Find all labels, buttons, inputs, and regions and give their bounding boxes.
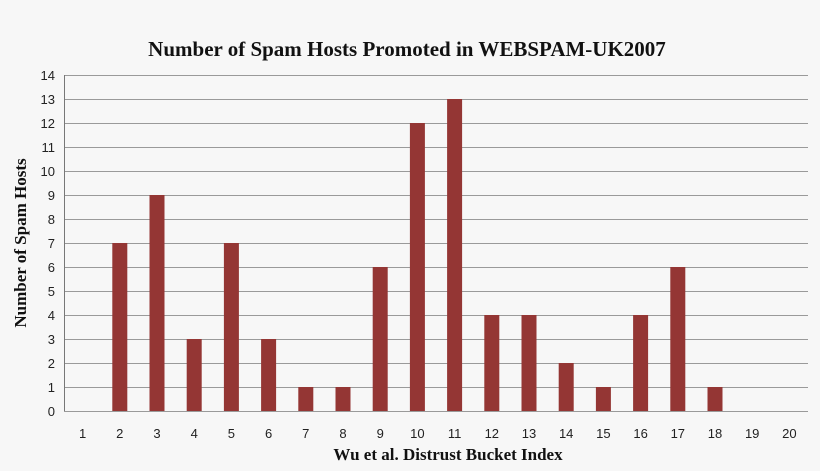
bar-15	[595, 387, 611, 411]
x-axis-label: Wu et al. Distrust Bucket Index	[333, 445, 563, 464]
y-tick-label: 13	[41, 92, 55, 107]
y-tick-label: 2	[48, 356, 55, 371]
x-tick-label: 19	[745, 426, 759, 441]
bar-18	[707, 387, 723, 411]
bar-17	[670, 267, 686, 411]
y-tick-label: 7	[48, 236, 55, 251]
bar-3	[149, 195, 165, 411]
bar-4	[186, 339, 202, 411]
bars	[112, 99, 723, 411]
x-tick-label: 14	[559, 426, 573, 441]
x-tick-label: 3	[153, 426, 160, 441]
x-tick-label: 6	[265, 426, 272, 441]
y-tick-label: 11	[42, 140, 56, 155]
bar-12	[484, 315, 500, 411]
bar-11	[447, 99, 463, 411]
y-tick-label: 5	[48, 284, 55, 299]
x-tick-label: 10	[410, 426, 424, 441]
bar-7	[298, 387, 314, 411]
y-tick-label: 12	[41, 116, 55, 131]
x-tick-label: 16	[633, 426, 647, 441]
y-axis-label: Number of Spam Hosts	[11, 158, 30, 328]
chart-title: Number of Spam Hosts Promoted in WEBSPAM…	[148, 37, 666, 61]
x-tick-label: 5	[228, 426, 235, 441]
x-tick-label: 18	[708, 426, 722, 441]
x-tick-label: 13	[522, 426, 536, 441]
bar-10	[409, 123, 425, 411]
y-tick-label: 8	[48, 212, 55, 227]
x-tick-label: 17	[671, 426, 685, 441]
y-tick-label: 10	[41, 164, 55, 179]
bar-2	[112, 243, 128, 411]
x-tick-label: 9	[377, 426, 384, 441]
bar-6	[261, 339, 277, 411]
y-tick-label: 3	[48, 332, 55, 347]
x-tick-label: 7	[302, 426, 309, 441]
y-tick-label: 9	[48, 188, 55, 203]
x-tick-labels: 1 2 3 4 5 6 7 8 9 10 11 12 13 14 15 16 17 18 19 20	[79, 426, 797, 441]
x-tick-label: 2	[116, 426, 123, 441]
x-tick-label: 4	[191, 426, 198, 441]
y-tick-label: 4	[48, 308, 55, 323]
gridlines	[64, 75, 808, 412]
y-tick-label: 14	[41, 68, 55, 83]
y-tick-label: 6	[48, 260, 55, 275]
x-tick-label: 8	[339, 426, 346, 441]
y-tick-label: 0	[48, 404, 55, 419]
x-tick-label: 1	[79, 426, 86, 441]
bar-8	[335, 387, 351, 411]
y-tick-label: 1	[48, 380, 55, 395]
x-tick-label: 11	[448, 426, 462, 441]
x-tick-label: 15	[596, 426, 610, 441]
bar-9	[372, 267, 388, 411]
x-tick-label: 20	[782, 426, 796, 441]
bar-5	[223, 243, 239, 411]
bar-14	[558, 363, 574, 411]
bar-16	[633, 315, 649, 411]
x-tick-label: 12	[485, 426, 499, 441]
bar-13	[521, 315, 537, 411]
